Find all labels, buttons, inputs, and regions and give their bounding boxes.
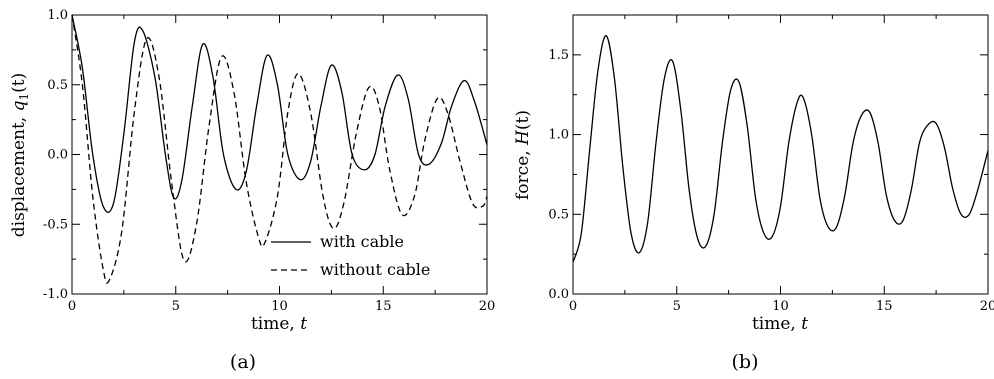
series-b xyxy=(572,35,989,263)
x-tick-label-b-2: 10 xyxy=(772,299,789,314)
plot-frame-a xyxy=(71,14,488,295)
ylabel-b-var: H xyxy=(513,129,533,146)
x-tick-label-a-3: 15 xyxy=(375,299,392,314)
ylabel-a: displacement, q1(t) xyxy=(9,73,31,238)
series-line-a-1 xyxy=(71,14,488,284)
ylabel-a-text: displacement, xyxy=(9,111,29,237)
ylabel-a-arg: (t) xyxy=(9,73,29,93)
y-tick-label-b-2: 1.0 xyxy=(548,128,569,143)
x-tick-label-b-1: 5 xyxy=(673,299,681,314)
xlabel-a-var: t xyxy=(300,314,307,334)
panel-b: 0 5 10 15 20 0.0 0.5 1.0 1.5 force, H(t) time, t… xyxy=(513,14,994,373)
xlabel-a-text: time, xyxy=(251,314,300,334)
xlabel-b: time, t xyxy=(752,314,808,334)
panel-a: 0 5 10 15 20 -1.0 -0.5 0.0 0.5 1.0 displacement, … xyxy=(9,8,495,373)
y-tick-label-a-4: 1.0 xyxy=(47,8,68,23)
ylabel-b-arg: (t) xyxy=(513,110,533,130)
x-tick-label-b-3: 15 xyxy=(876,299,893,314)
x-tick-label-b-4: 20 xyxy=(980,299,994,314)
panel-label-a: (a) xyxy=(230,351,256,373)
x-tick-label-a-4: 20 xyxy=(479,299,496,314)
xlabel-b-text: time, xyxy=(752,314,801,334)
y-tick-label-b-1: 0.5 xyxy=(548,207,569,222)
x-tick-label-a-2: 10 xyxy=(271,299,288,314)
ticks-b: 0 5 10 15 20 0.0 0.5 1.0 1.5 xyxy=(548,15,994,314)
ylabel-a-var: q xyxy=(9,100,29,111)
series-line-a-0 xyxy=(71,14,488,213)
x-tick-label-b-0: 0 xyxy=(569,299,577,314)
xlabel-b-var: t xyxy=(801,314,808,334)
ylabel-a-sub: 1 xyxy=(17,93,31,101)
x-tick-label-a-1: 5 xyxy=(172,299,180,314)
y-tick-label-b-0: 0.0 xyxy=(548,287,569,302)
ylabel-b-text: force, xyxy=(513,145,533,200)
x-tick-label-a-0: 0 xyxy=(68,299,76,314)
legend-label-with-cable: with cable xyxy=(320,232,404,251)
panel-label-b: (b) xyxy=(732,351,759,373)
legend-a: with cable without cable xyxy=(271,232,430,279)
y-tick-label-a-1: -0.5 xyxy=(43,217,68,232)
y-tick-label-a-0: -1.0 xyxy=(43,287,68,302)
xlabel-a: time, t xyxy=(251,314,307,334)
ylabel-b: force, H(t) xyxy=(513,110,533,200)
y-tick-label-a-3: 0.5 xyxy=(47,78,68,93)
legend-label-without-cable: without cable xyxy=(320,260,430,279)
plot-frame-b xyxy=(572,14,989,295)
ticks-a: 0 5 10 15 20 -1.0 -0.5 0.0 0.5 1.0 xyxy=(43,8,495,314)
y-tick-label-a-2: 0.0 xyxy=(47,148,68,163)
series-line-b-0 xyxy=(572,35,989,263)
y-tick-label-b-3: 1.5 xyxy=(548,48,569,63)
series-a xyxy=(71,14,488,284)
